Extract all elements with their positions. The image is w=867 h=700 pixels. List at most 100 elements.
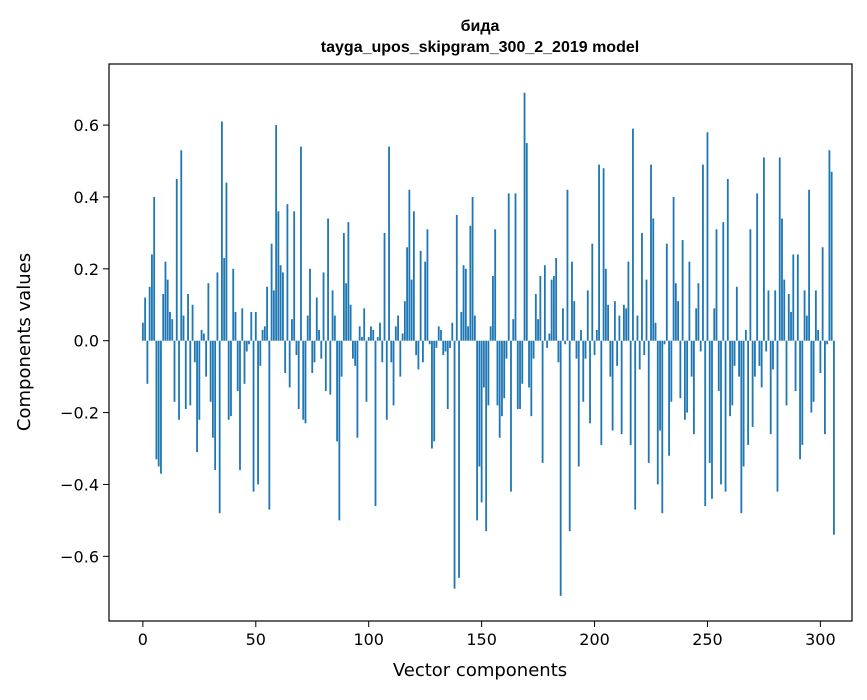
bar <box>349 304 352 341</box>
bar <box>810 340 813 413</box>
bar <box>650 164 652 341</box>
bar <box>239 340 241 471</box>
bar <box>218 340 221 514</box>
x-axis-label: Vector components <box>393 660 567 681</box>
bar <box>415 340 418 356</box>
bar <box>399 340 402 377</box>
bar <box>270 243 273 341</box>
bar <box>776 340 779 492</box>
bar <box>494 229 497 341</box>
bar <box>514 193 517 341</box>
bar <box>505 340 508 359</box>
chart-subtitle: tayga_upos_skipgram_300_2_2019 model <box>321 39 639 56</box>
bar <box>196 340 198 453</box>
bar <box>261 329 264 341</box>
bar <box>541 340 544 463</box>
bar <box>670 340 673 402</box>
bar <box>428 340 431 345</box>
bar <box>198 340 201 420</box>
bar <box>693 340 695 435</box>
bar <box>625 308 628 341</box>
bar <box>300 146 302 341</box>
bar <box>390 340 393 363</box>
bar <box>767 290 770 341</box>
bar <box>442 340 445 356</box>
bar <box>609 340 612 377</box>
bar <box>327 218 329 341</box>
bar <box>828 150 831 341</box>
bar <box>720 340 722 485</box>
bar <box>577 340 580 467</box>
bar <box>361 337 363 341</box>
bar <box>683 340 686 420</box>
bar <box>410 279 413 341</box>
bar <box>318 329 320 341</box>
bar <box>765 340 768 352</box>
bar <box>331 290 334 341</box>
bar <box>464 268 467 341</box>
bar <box>444 340 447 352</box>
bar <box>184 340 187 409</box>
bar <box>713 308 716 341</box>
bar <box>528 340 530 388</box>
bar <box>661 340 664 514</box>
bar <box>462 265 465 341</box>
x-axis-ticks: 0 50 100 150 200 250 300 <box>138 621 836 649</box>
bar <box>155 340 158 460</box>
bar <box>571 261 573 341</box>
bar <box>480 340 483 503</box>
bar <box>772 340 774 370</box>
bar <box>598 164 600 341</box>
bar <box>715 229 718 341</box>
bar <box>546 340 549 348</box>
bar <box>616 340 619 366</box>
bar <box>286 204 289 341</box>
bar <box>333 315 336 341</box>
bar <box>833 340 835 535</box>
bar <box>688 261 691 341</box>
bar <box>352 340 354 359</box>
x-tick-label: 250 <box>692 630 723 649</box>
bar <box>521 340 524 384</box>
bar <box>801 340 804 445</box>
bar <box>482 340 485 388</box>
bar <box>534 293 537 341</box>
bar <box>550 279 553 341</box>
bar <box>733 340 736 366</box>
bar <box>408 189 411 341</box>
bar <box>227 340 230 420</box>
bar <box>263 326 266 341</box>
bar <box>376 337 379 341</box>
bar <box>812 340 815 402</box>
plot-frame <box>108 63 853 622</box>
bar <box>419 250 422 341</box>
bar <box>548 333 551 341</box>
bar <box>799 340 801 460</box>
bar <box>575 340 578 359</box>
bar <box>315 297 318 341</box>
bar <box>320 340 323 359</box>
bar <box>677 301 680 341</box>
bar <box>392 340 395 406</box>
bar <box>580 329 582 341</box>
bar <box>559 340 562 596</box>
bar <box>573 301 576 341</box>
bar <box>595 329 598 341</box>
bar <box>830 171 833 341</box>
bar <box>225 182 228 341</box>
bar <box>272 290 275 341</box>
bar <box>356 340 359 438</box>
bar <box>162 293 165 341</box>
bar <box>717 340 720 392</box>
bar <box>708 340 711 463</box>
y-tick-label: 0.0 <box>74 332 99 351</box>
bar <box>803 290 806 341</box>
bar <box>257 340 259 485</box>
y-tick-label: −0.4 <box>60 475 99 494</box>
bar <box>763 157 765 341</box>
bar <box>211 340 214 438</box>
bar <box>731 340 734 406</box>
bar <box>340 340 343 377</box>
